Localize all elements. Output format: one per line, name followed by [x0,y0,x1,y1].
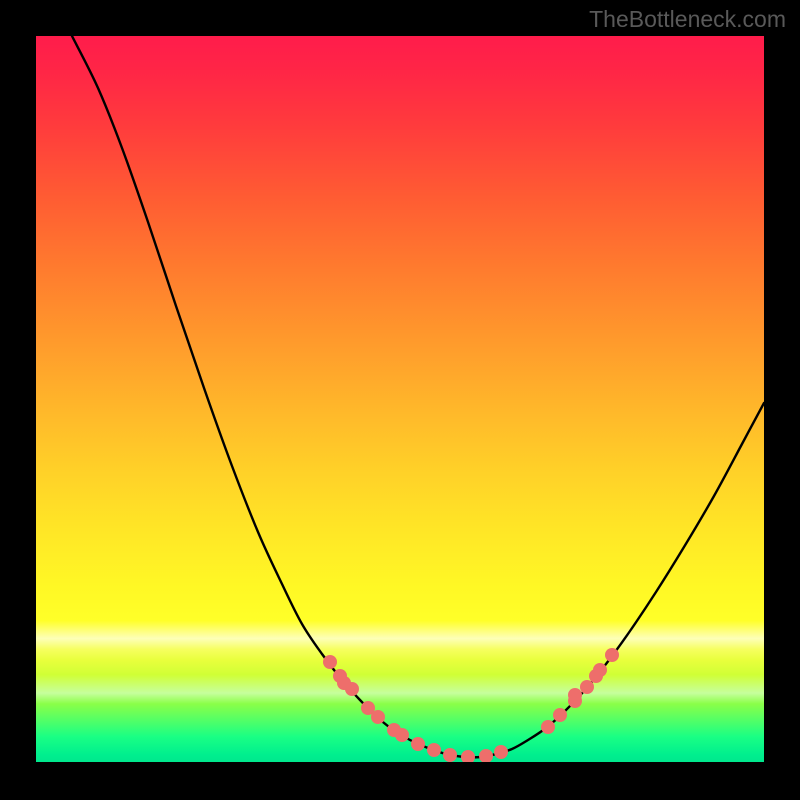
data-point-marker [323,655,337,669]
data-point-marker [580,680,594,694]
data-point-marker [371,710,385,724]
data-point-marker [395,728,409,742]
data-point-marker [541,720,555,734]
data-point-marker [337,676,351,690]
data-point-marker [553,708,567,722]
data-point-marker [568,688,582,702]
watermark-label: TheBottleneck.com [589,6,786,33]
data-point-marker [411,737,425,751]
data-point-marker [494,745,508,759]
data-point-marker [605,648,619,662]
data-point-marker [443,748,457,762]
data-point-marker [593,663,607,677]
chart-svg [36,36,764,762]
data-point-marker [427,743,441,757]
